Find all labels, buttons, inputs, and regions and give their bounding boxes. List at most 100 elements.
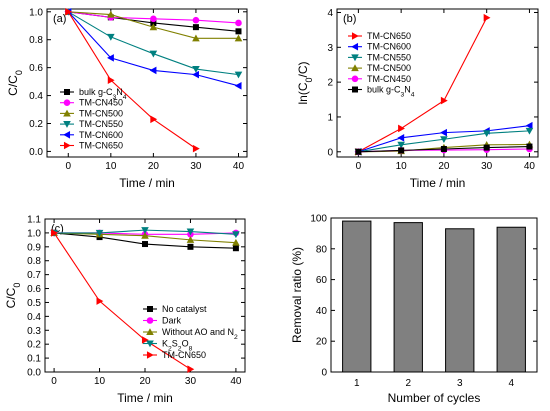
label-text: Removal ratio (%) — [290, 247, 304, 343]
x-tick-label: 2 — [405, 378, 411, 389]
data-point — [235, 19, 242, 27]
data-point — [150, 19, 157, 26]
series-2 — [64, 7, 243, 42]
x-tick-label: 0 — [51, 376, 57, 387]
legend-swatch-marker — [63, 141, 71, 150]
y-tick-label: 0.0 — [27, 368, 41, 379]
x-tick-label: 20 — [148, 161, 160, 172]
data-point — [149, 23, 158, 31]
y-tick-label: 0.6 — [27, 284, 41, 295]
data-point — [192, 16, 200, 24]
label-text: N — [404, 85, 411, 95]
y-tick-label: 40 — [316, 306, 328, 317]
plot-frame — [336, 8, 539, 158]
x-tick-label: 10 — [94, 376, 106, 387]
data-point — [525, 127, 534, 135]
legend-swatch-marker — [146, 351, 154, 359]
x-tick-label: 30 — [481, 161, 493, 172]
data-point — [107, 10, 115, 18]
data-point — [440, 96, 448, 105]
y-axis-title: ln(C0/C) — [296, 61, 314, 104]
legend-entry-label: TM-CN600 — [367, 42, 411, 52]
series-3 — [50, 227, 240, 239]
label-text: Dark — [162, 316, 182, 326]
data-point — [235, 28, 242, 35]
bar-cycle-1 — [342, 220, 372, 373]
y-tick-label: 1.1 — [27, 215, 41, 226]
x-tick-label: 20 — [139, 376, 151, 387]
data-point — [107, 33, 115, 41]
plot-frame — [330, 217, 538, 373]
data-point — [525, 121, 533, 130]
legend-entry-label: bulk g-C3N4 — [79, 87, 127, 101]
data-point — [440, 128, 447, 137]
legend-swatch-marker — [351, 32, 359, 40]
data-point — [107, 54, 114, 62]
legend-swatch-marker — [351, 64, 359, 72]
y-tick-label: 0.4 — [29, 91, 43, 102]
legend-entry-label: TM-CN550 — [79, 119, 123, 129]
series-5 — [65, 7, 200, 153]
label-text: ln(C — [296, 82, 310, 104]
legend-swatch-marker — [146, 340, 154, 348]
legend-swatch-marker — [352, 86, 358, 93]
y-tick-label: 0 — [321, 368, 327, 379]
data-point — [192, 34, 200, 42]
legend-entry-label: No catalyst — [162, 304, 207, 314]
data-point — [142, 241, 148, 248]
data-point — [234, 71, 243, 79]
data-point — [95, 229, 104, 237]
legend-entry-label: Without AO and N2 — [162, 327, 238, 341]
legend-entry-label: TM-CN500 — [79, 108, 123, 118]
data-point — [186, 236, 195, 243]
x-tick-label: 1 — [354, 378, 360, 389]
y-tick-label: 60 — [316, 275, 328, 286]
subscript-text: 0 — [14, 70, 24, 75]
chart-panel-d: 0 20 40 60 80 100 1 2 3 4 Number of cycles Removal … — [290, 214, 538, 405]
label-text: TM-CN600 — [367, 42, 411, 52]
legend-swatch-marker — [147, 306, 153, 312]
label-text: TM-CN650 — [162, 350, 206, 360]
y-tick-label: 0.3 — [27, 326, 41, 337]
series-5 — [355, 143, 533, 155]
subscript-text: 2 — [234, 334, 238, 341]
x-tick-label: 3 — [457, 378, 463, 389]
data-point — [141, 231, 149, 239]
label-text: TM-CN650 — [367, 31, 411, 41]
legend-entry-label: TM-CN500 — [367, 63, 411, 73]
y-axis-title: Removal ratio (%) — [290, 247, 304, 343]
label-text: S — [172, 339, 178, 349]
label-text: C/C — [4, 287, 18, 308]
y-tick-label: 2 — [327, 78, 333, 89]
legend-swatch-marker — [146, 328, 154, 336]
legend-entry-label: TM-CN450 — [79, 98, 123, 108]
data-point — [192, 70, 199, 79]
x-tick-label: 40 — [233, 161, 245, 172]
data-point — [232, 245, 239, 252]
series-line — [53, 232, 191, 370]
label-text: TM-CN450 — [367, 74, 411, 84]
y-tick-label: 1.0 — [27, 228, 41, 239]
x-tick-label: 30 — [185, 376, 197, 387]
data-point — [234, 34, 243, 42]
series-line — [358, 17, 488, 153]
data-point — [526, 143, 533, 150]
data-point — [187, 365, 195, 374]
y-tick-label: 0.0 — [29, 147, 43, 158]
label-text: /C) — [296, 61, 310, 77]
label-text: N — [116, 87, 123, 97]
legend-entry-label: TM-CN550 — [367, 52, 411, 62]
data-point — [483, 144, 490, 151]
x-axis-title: Time / min — [119, 176, 175, 190]
subscript-text: 2 — [168, 345, 172, 352]
label-text: TM-CN650 — [79, 141, 123, 151]
x-axis-title: Time / min — [117, 391, 173, 405]
legend-swatch-marker — [63, 121, 71, 128]
y-axis-title: C/C0 — [6, 70, 24, 96]
label-text: K — [162, 339, 168, 349]
legend-swatch-marker — [146, 317, 154, 324]
label-text: TM-CN500 — [79, 108, 123, 118]
data-point — [234, 81, 242, 90]
